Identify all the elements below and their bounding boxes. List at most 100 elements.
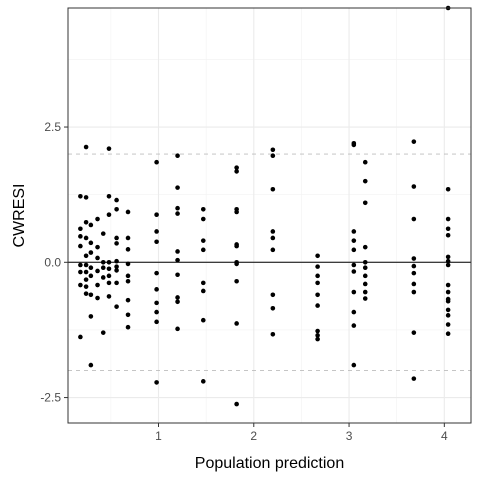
data-point xyxy=(351,247,357,253)
data-point xyxy=(175,249,180,254)
data-point xyxy=(125,261,131,267)
data-point xyxy=(114,206,119,212)
data-point xyxy=(100,260,106,265)
data-point xyxy=(315,273,320,279)
data-point xyxy=(88,240,94,246)
data-point xyxy=(154,319,159,325)
data-point xyxy=(270,229,276,234)
data-point xyxy=(315,303,320,308)
data-point xyxy=(125,247,131,252)
x-tick-label: 3 xyxy=(346,429,353,443)
data-point xyxy=(78,226,83,232)
data-point xyxy=(270,153,276,159)
data-point xyxy=(175,326,180,332)
data-point xyxy=(445,322,451,327)
data-point xyxy=(78,234,83,239)
data-point xyxy=(154,287,159,292)
data-point xyxy=(175,185,180,190)
data-point xyxy=(445,298,451,304)
data-point xyxy=(154,380,159,385)
data-point xyxy=(83,284,89,289)
data-point xyxy=(234,261,239,267)
data-point xyxy=(351,362,357,368)
data-point xyxy=(106,193,112,199)
data-point xyxy=(83,291,89,296)
data-point xyxy=(88,265,94,271)
data-point xyxy=(200,216,206,222)
data-point xyxy=(445,331,451,337)
data-point xyxy=(362,200,368,206)
data-point xyxy=(95,268,100,274)
data-point xyxy=(234,165,239,170)
x-tick-label: 2 xyxy=(250,429,257,443)
data-point xyxy=(114,235,119,241)
data-point xyxy=(106,280,112,286)
data-point xyxy=(411,289,417,295)
data-point xyxy=(106,260,112,265)
data-point xyxy=(351,269,357,274)
data-point xyxy=(362,159,368,165)
data-points xyxy=(78,5,451,407)
data-point xyxy=(95,282,100,288)
data-point xyxy=(200,288,206,294)
data-point xyxy=(351,309,357,315)
data-point xyxy=(125,235,131,241)
data-point xyxy=(154,270,159,276)
data-point xyxy=(200,206,206,212)
data-point xyxy=(351,323,357,328)
data-point xyxy=(95,244,100,250)
data-point xyxy=(83,195,89,200)
data-point xyxy=(100,265,106,271)
data-point xyxy=(83,219,89,225)
data-point xyxy=(95,216,100,222)
data-point xyxy=(106,146,112,151)
data-point xyxy=(114,264,119,269)
panel-border xyxy=(67,7,472,424)
data-point xyxy=(95,255,100,261)
data-point xyxy=(175,295,180,300)
x-tick-label: 4 xyxy=(441,429,448,443)
data-point xyxy=(88,292,94,298)
y-tick-label: -2.5 xyxy=(40,391,61,405)
data-point xyxy=(106,273,112,279)
x-tick-label: 1 xyxy=(155,429,162,443)
data-point xyxy=(154,229,159,234)
data-point xyxy=(106,294,112,299)
data-point xyxy=(315,264,320,269)
data-point xyxy=(88,273,94,279)
data-point xyxy=(411,216,417,222)
reference-lines xyxy=(68,153,471,371)
data-point xyxy=(411,330,417,335)
data-point xyxy=(270,186,276,192)
data-point xyxy=(362,273,368,279)
data-point xyxy=(445,216,451,222)
data-point xyxy=(270,247,276,253)
data-point xyxy=(270,331,276,337)
data-point xyxy=(114,304,119,309)
data-point xyxy=(200,238,206,243)
data-point xyxy=(175,272,180,278)
data-point xyxy=(362,281,368,287)
data-point xyxy=(270,235,276,241)
data-point xyxy=(362,265,368,271)
data-point xyxy=(315,253,320,259)
data-point xyxy=(78,193,83,199)
data-point xyxy=(175,153,180,159)
data-point xyxy=(362,289,368,295)
data-point xyxy=(114,258,119,264)
y-tick-label: 2.5 xyxy=(44,120,61,134)
data-point xyxy=(125,297,131,303)
data-point xyxy=(83,253,89,259)
data-point xyxy=(95,295,100,301)
data-point xyxy=(411,281,417,287)
data-point xyxy=(100,275,106,280)
data-point xyxy=(154,212,159,217)
data-point xyxy=(114,280,119,286)
data-point xyxy=(315,280,320,286)
data-point xyxy=(125,312,131,318)
data-point xyxy=(78,262,83,268)
data-point xyxy=(88,314,94,319)
data-point xyxy=(351,289,357,295)
data-point xyxy=(78,334,83,340)
